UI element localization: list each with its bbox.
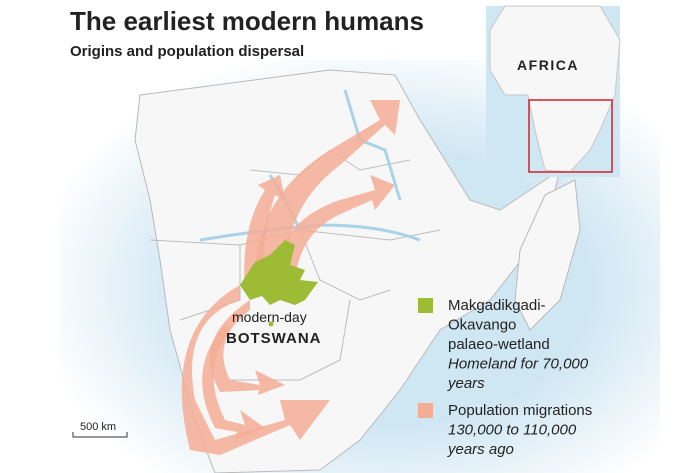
- legend-note: Homeland for 70,000: [448, 356, 589, 373]
- legend-text: palaeo-wetland: [448, 336, 550, 353]
- wetland: [240, 240, 318, 305]
- legend-text: Okavango: [448, 317, 516, 334]
- scale-line: [72, 432, 128, 438]
- botswana-marker: [268, 321, 274, 327]
- scale-bar: 500 km: [72, 421, 128, 438]
- legend-note: years ago: [447, 441, 514, 458]
- inset: AFRICA: [486, 5, 621, 177]
- title: The earliest modern humans: [70, 6, 424, 36]
- country-label: BOTSWANA: [226, 330, 322, 347]
- legend: Makgadikgadi- Okavango palaeo-wetland Homel…: [418, 297, 592, 458]
- legend-text: Makgadikgadi-: [448, 297, 546, 314]
- place-note: modern-day: [232, 309, 307, 325]
- legend-note: 130,000 to 110,000: [448, 422, 577, 439]
- legend-swatch: [418, 403, 433, 418]
- inset-africa: [489, 5, 621, 173]
- inset-label: AFRICA: [517, 57, 579, 73]
- inset-highlight: [528, 99, 613, 173]
- scale-label: 500 km: [80, 421, 116, 433]
- madagascar: [514, 179, 581, 331]
- legend-swatch: [418, 298, 433, 313]
- land: [134, 69, 561, 473]
- legend-text: Population migrations: [448, 402, 592, 419]
- subtitle: Origins and population dispersal: [70, 43, 304, 60]
- legend-note: years: [447, 375, 485, 392]
